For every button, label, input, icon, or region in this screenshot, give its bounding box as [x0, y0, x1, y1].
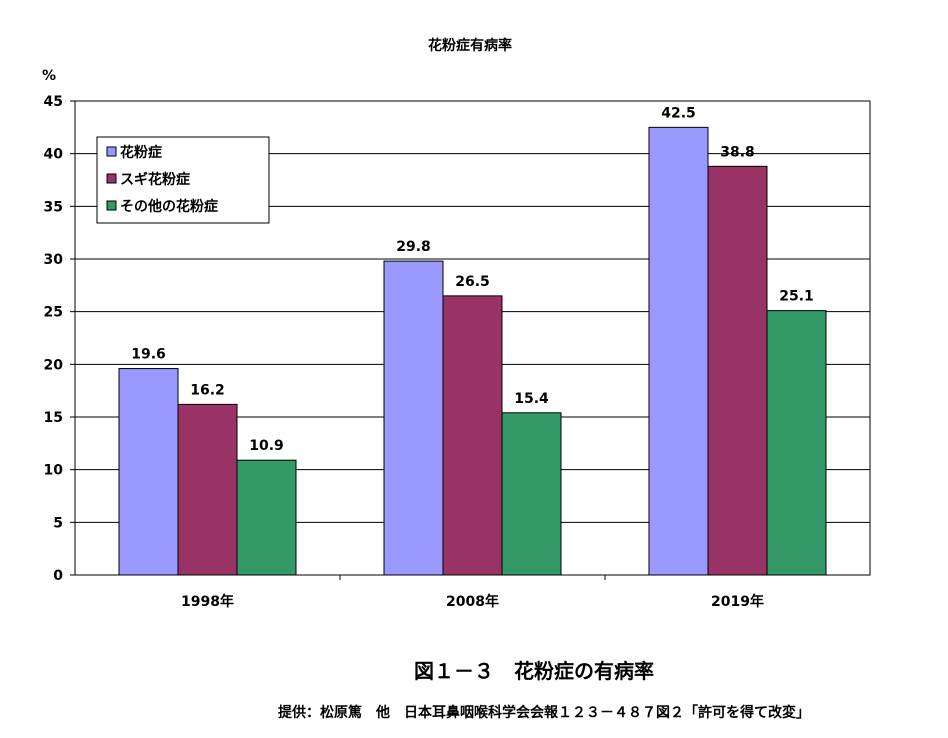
- bar: [118, 368, 179, 576]
- y-tick-label: 25: [44, 305, 63, 321]
- legend-swatch: [106, 200, 117, 211]
- data-label: 42.5: [661, 105, 696, 121]
- bar: [707, 165, 768, 576]
- y-tick-label: 5: [53, 515, 63, 531]
- bar: [501, 412, 562, 576]
- y-tick-label: 0: [53, 568, 63, 584]
- bar: [442, 295, 503, 576]
- chart-title: 花粉症有病率: [428, 37, 512, 54]
- data-label: 29.8: [396, 239, 431, 255]
- legend-box: [96, 136, 270, 224]
- bars: 19.6 16.2 10.9 29.8 26.5 15.4 42.5 38.8 25.1: [118, 105, 827, 576]
- legend-label: スギ花粉症: [120, 171, 190, 188]
- bar: [766, 310, 827, 576]
- y-tick-label: 45: [44, 94, 63, 110]
- y-tick-label: 10: [44, 463, 64, 479]
- bar: [177, 403, 238, 576]
- bar: [236, 459, 297, 576]
- figure-caption: 図１－３ 花粉症の有病率: [414, 659, 654, 683]
- bar: [648, 126, 709, 576]
- y-axis-ticks: 0 5 10 15 20 25 30 35 40 45: [44, 94, 75, 584]
- y-tick-label: 35: [44, 199, 63, 215]
- data-label: 15.4: [514, 391, 549, 407]
- bar: [383, 260, 444, 576]
- legend-label: その他の花粉症: [120, 198, 218, 215]
- y-tick-label: 40: [44, 147, 64, 163]
- data-label: 38.8: [720, 144, 755, 160]
- legend-swatch: [106, 146, 117, 157]
- source-caption: 提供：松原篤 他 日本耳鼻咽喉科学会会報１２３－４８７図２「許可を得て改変」: [278, 705, 810, 721]
- legend-label: 花粉症: [120, 144, 162, 161]
- data-label: 25.1: [779, 289, 814, 305]
- x-tick-label: 1998年: [181, 593, 234, 610]
- legend-swatch: [106, 173, 117, 184]
- y-tick-label: 15: [44, 410, 63, 426]
- data-label: 16.2: [190, 382, 225, 398]
- x-tick-label: 2008年: [446, 593, 499, 610]
- data-label: 10.9: [249, 438, 284, 454]
- y-tick-label: 30: [44, 252, 64, 268]
- data-label: 26.5: [455, 274, 490, 290]
- y-axis-unit-label: %: [42, 68, 56, 84]
- y-tick-label: 20: [44, 357, 64, 373]
- data-label: 19.6: [131, 347, 166, 363]
- x-axis-ticks: 1998年 2008年 2019年: [181, 575, 764, 610]
- x-tick-label: 2019年: [711, 593, 764, 610]
